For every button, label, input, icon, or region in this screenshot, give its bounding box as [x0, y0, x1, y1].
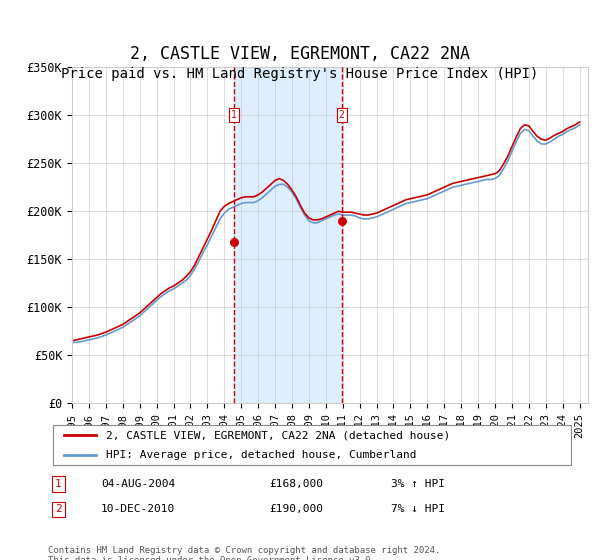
Text: Price paid vs. HM Land Registry's House Price Index (HPI): Price paid vs. HM Land Registry's House … — [61, 67, 539, 81]
Bar — [234, 67, 341, 403]
Text: 2, CASTLE VIEW, EGREMONT, CA22 2NA (detached house): 2, CASTLE VIEW, EGREMONT, CA22 2NA (deta… — [106, 430, 451, 440]
FancyBboxPatch shape — [53, 425, 571, 465]
Text: 3% ↑ HPI: 3% ↑ HPI — [391, 479, 445, 489]
Text: 7% ↓ HPI: 7% ↓ HPI — [391, 505, 445, 515]
Text: HPI: Average price, detached house, Cumberland: HPI: Average price, detached house, Cumb… — [106, 450, 416, 460]
Text: 2, CASTLE VIEW, EGREMONT, CA22 2NA: 2, CASTLE VIEW, EGREMONT, CA22 2NA — [130, 45, 470, 63]
Text: 2: 2 — [55, 505, 62, 515]
Text: 1: 1 — [55, 479, 62, 489]
Text: £190,000: £190,000 — [270, 505, 324, 515]
Point — [337, 216, 346, 225]
Text: 10-DEC-2010: 10-DEC-2010 — [101, 505, 175, 515]
Text: Contains HM Land Registry data © Crown copyright and database right 2024.
This d: Contains HM Land Registry data © Crown c… — [48, 546, 440, 560]
Text: 2: 2 — [339, 110, 344, 120]
Text: £168,000: £168,000 — [270, 479, 324, 489]
Text: 04-AUG-2004: 04-AUG-2004 — [101, 479, 175, 489]
Point — [229, 237, 239, 246]
Text: 1: 1 — [232, 110, 237, 120]
